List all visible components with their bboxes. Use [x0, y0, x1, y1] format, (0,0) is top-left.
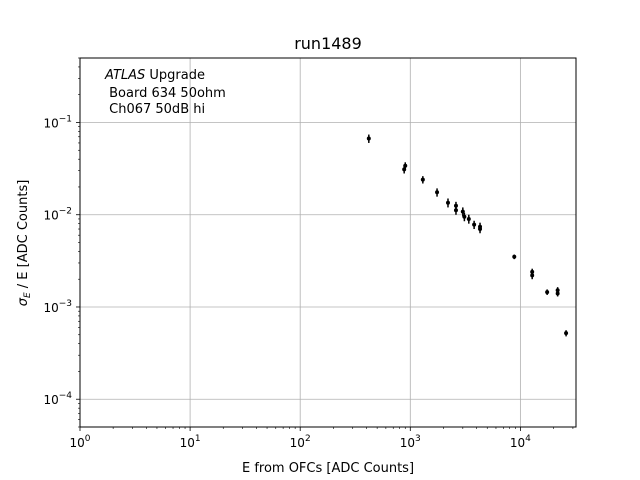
- y-axis-label-rest: / E [ADC Counts]: [16, 180, 31, 293]
- y-tick-base: 10: [43, 393, 58, 407]
- data-point: [478, 225, 483, 234]
- x-tick-base: 10: [400, 436, 415, 450]
- data-marker: [453, 203, 458, 208]
- annotation-line-3: Ch067 50dB hi: [105, 102, 205, 117]
- x-tick-label: 104: [510, 434, 531, 450]
- annotation-line-1: ATLAS Upgrade: [104, 68, 205, 83]
- x-tick-base: 10: [510, 436, 525, 450]
- y-tick-base: 10: [43, 301, 58, 315]
- chart-title: run1489: [294, 34, 362, 53]
- data-marker: [445, 200, 450, 205]
- y-tick-label: 10−4: [43, 391, 72, 407]
- y-axis-label: σE / E [ADC Counts]: [16, 180, 33, 307]
- data-marker: [564, 331, 569, 336]
- data-point: [445, 198, 450, 208]
- data-point: [512, 254, 517, 260]
- x-tick-label: 103: [400, 434, 421, 450]
- annotation-upgrade: Upgrade: [145, 68, 205, 83]
- x-tick-exponent: 1: [195, 434, 201, 444]
- data-point: [564, 330, 569, 337]
- data-marker: [462, 214, 467, 219]
- data-point: [403, 162, 408, 170]
- y-axis-label-subscript: E: [23, 292, 33, 298]
- data-marker: [472, 222, 477, 227]
- y-tick-label: 10−3: [43, 299, 72, 315]
- data-point: [462, 212, 467, 222]
- x-tick-exponent: 2: [305, 434, 311, 444]
- x-axis-label: E from OFCs [ADC Counts]: [242, 461, 414, 476]
- data-marker: [478, 227, 483, 232]
- x-tick-exponent: 3: [415, 434, 421, 444]
- data-marker: [403, 163, 408, 168]
- data-point: [555, 290, 560, 297]
- data-point: [453, 206, 458, 215]
- data-marker: [545, 290, 550, 295]
- data-point: [472, 220, 477, 230]
- y-axis-label-symbol: σ: [16, 297, 31, 306]
- annotation-line-2: Board 634 50ohm: [105, 86, 226, 101]
- data-marker: [366, 136, 371, 141]
- y-tick-label: 10−1: [43, 114, 72, 130]
- data-point: [460, 207, 465, 217]
- data-point: [466, 214, 471, 224]
- data-marker: [460, 209, 465, 214]
- data-marker: [555, 288, 560, 293]
- data-point: [420, 176, 425, 184]
- annotation-atlas: ATLAS: [104, 68, 145, 83]
- y-tick-exponent: −2: [59, 207, 72, 217]
- x-tick-base: 10: [290, 436, 305, 450]
- x-tick-base: 10: [180, 436, 195, 450]
- data-point: [530, 271, 535, 280]
- data-marker: [530, 273, 535, 278]
- data-point: [545, 289, 550, 295]
- x-tick-label: 102: [290, 434, 311, 450]
- data-marker: [555, 291, 560, 296]
- x-tick-base: 10: [69, 436, 84, 450]
- y-tick-label: 10−2: [43, 207, 72, 223]
- x-tick-label: 100: [69, 434, 90, 450]
- grid: [79, 58, 576, 427]
- y-tick-base: 10: [43, 116, 58, 130]
- y-tick-exponent: −1: [59, 114, 72, 124]
- data-marker: [420, 177, 425, 182]
- data-points: [366, 134, 569, 337]
- data-marker: [435, 190, 440, 195]
- data-point: [435, 188, 440, 197]
- y-tick-exponent: −4: [59, 391, 73, 401]
- annotation: ATLAS Upgrade Board 634 50ohm Ch067 50dB…: [104, 68, 226, 117]
- y-tick-base: 10: [43, 209, 58, 223]
- data-point: [366, 134, 371, 143]
- data-marker: [466, 216, 471, 221]
- data-marker: [512, 254, 517, 259]
- x-tick-label: 101: [180, 434, 201, 450]
- y-tick-exponent: −3: [59, 299, 72, 309]
- data-marker: [453, 208, 458, 213]
- x-tick-exponent: 4: [525, 434, 531, 444]
- plot-frame: [79, 57, 577, 428]
- x-tick-exponent: 0: [85, 434, 91, 444]
